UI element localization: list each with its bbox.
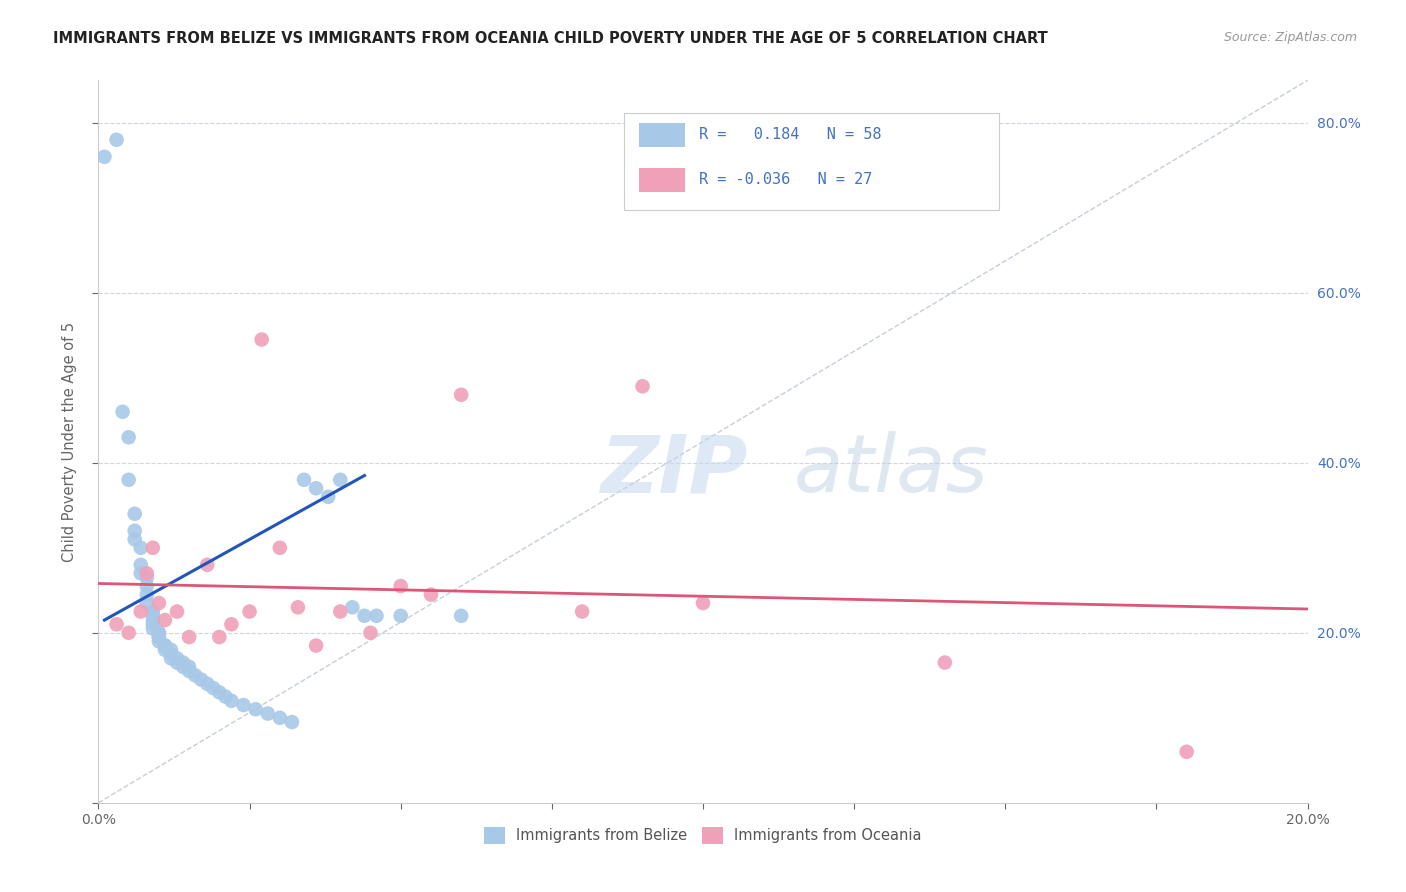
Text: IMMIGRANTS FROM BELIZE VS IMMIGRANTS FROM OCEANIA CHILD POVERTY UNDER THE AGE OF: IMMIGRANTS FROM BELIZE VS IMMIGRANTS FRO… bbox=[53, 31, 1049, 46]
Point bbox=[166, 656, 188, 670]
Point bbox=[221, 694, 243, 708]
Y-axis label: Child Poverty Under the Age of 5: Child Poverty Under the Age of 5 bbox=[62, 321, 77, 562]
Point bbox=[269, 711, 291, 725]
Point bbox=[195, 677, 218, 691]
Point bbox=[166, 651, 188, 665]
Point bbox=[329, 605, 352, 619]
Point bbox=[305, 481, 328, 495]
Point bbox=[389, 608, 412, 623]
Point bbox=[148, 630, 170, 644]
Point bbox=[195, 558, 218, 572]
Point bbox=[202, 681, 225, 695]
Point bbox=[179, 660, 201, 674]
Point bbox=[245, 702, 267, 716]
Point bbox=[153, 639, 176, 653]
Point bbox=[105, 617, 128, 632]
Point bbox=[221, 617, 243, 632]
Point bbox=[281, 714, 304, 729]
Point bbox=[250, 333, 273, 347]
Point bbox=[142, 617, 165, 632]
Point bbox=[342, 600, 364, 615]
Point bbox=[135, 566, 157, 581]
Point bbox=[118, 625, 141, 640]
Point bbox=[135, 570, 157, 584]
Point bbox=[111, 405, 134, 419]
Point bbox=[129, 541, 152, 555]
Point bbox=[153, 642, 176, 657]
Point bbox=[692, 596, 714, 610]
Point bbox=[172, 660, 194, 674]
Point bbox=[179, 630, 201, 644]
Point bbox=[269, 541, 291, 555]
Point bbox=[160, 642, 183, 657]
Text: R =   0.184   N = 58: R = 0.184 N = 58 bbox=[699, 127, 882, 142]
Point bbox=[160, 647, 183, 661]
Point bbox=[129, 605, 152, 619]
Point bbox=[184, 668, 207, 682]
Point bbox=[631, 379, 654, 393]
Point bbox=[124, 507, 146, 521]
Point bbox=[129, 558, 152, 572]
Text: atlas: atlas bbox=[793, 432, 988, 509]
FancyBboxPatch shape bbox=[624, 112, 1000, 211]
Point bbox=[208, 630, 231, 644]
Point bbox=[214, 690, 236, 704]
FancyBboxPatch shape bbox=[638, 168, 685, 193]
Point bbox=[571, 605, 593, 619]
Text: Source: ZipAtlas.com: Source: ZipAtlas.com bbox=[1223, 31, 1357, 45]
Point bbox=[124, 524, 146, 538]
Point bbox=[179, 664, 201, 678]
Point bbox=[142, 613, 165, 627]
Legend: Immigrants from Belize, Immigrants from Oceania: Immigrants from Belize, Immigrants from … bbox=[478, 822, 928, 850]
Point bbox=[256, 706, 278, 721]
Point bbox=[135, 588, 157, 602]
Point bbox=[450, 608, 472, 623]
Point bbox=[389, 579, 412, 593]
Point bbox=[148, 634, 170, 648]
Point bbox=[208, 685, 231, 699]
Point bbox=[1175, 745, 1198, 759]
Point bbox=[329, 473, 352, 487]
Point bbox=[142, 622, 165, 636]
Point bbox=[934, 656, 956, 670]
Point bbox=[142, 608, 165, 623]
FancyBboxPatch shape bbox=[638, 123, 685, 147]
Point bbox=[118, 473, 141, 487]
Point bbox=[153, 639, 176, 653]
Point bbox=[118, 430, 141, 444]
Point bbox=[153, 613, 176, 627]
Text: R = -0.036   N = 27: R = -0.036 N = 27 bbox=[699, 172, 873, 187]
Point bbox=[450, 388, 472, 402]
Point bbox=[172, 656, 194, 670]
Point bbox=[148, 625, 170, 640]
Point bbox=[166, 605, 188, 619]
Point bbox=[239, 605, 262, 619]
Point bbox=[124, 533, 146, 547]
Point bbox=[353, 608, 375, 623]
Point bbox=[316, 490, 339, 504]
Point bbox=[292, 473, 315, 487]
Point bbox=[287, 600, 309, 615]
Point bbox=[135, 596, 157, 610]
Point bbox=[135, 579, 157, 593]
Point bbox=[366, 608, 388, 623]
Point bbox=[93, 150, 115, 164]
Point bbox=[148, 596, 170, 610]
Point bbox=[190, 673, 212, 687]
Point bbox=[142, 541, 165, 555]
Point bbox=[105, 133, 128, 147]
Point bbox=[232, 698, 254, 712]
Text: ZIP: ZIP bbox=[600, 432, 748, 509]
Point bbox=[148, 625, 170, 640]
Point bbox=[129, 566, 152, 581]
Point bbox=[160, 651, 183, 665]
Point bbox=[360, 625, 382, 640]
Point bbox=[142, 605, 165, 619]
Point bbox=[148, 630, 170, 644]
Point bbox=[305, 639, 328, 653]
Point bbox=[420, 588, 443, 602]
